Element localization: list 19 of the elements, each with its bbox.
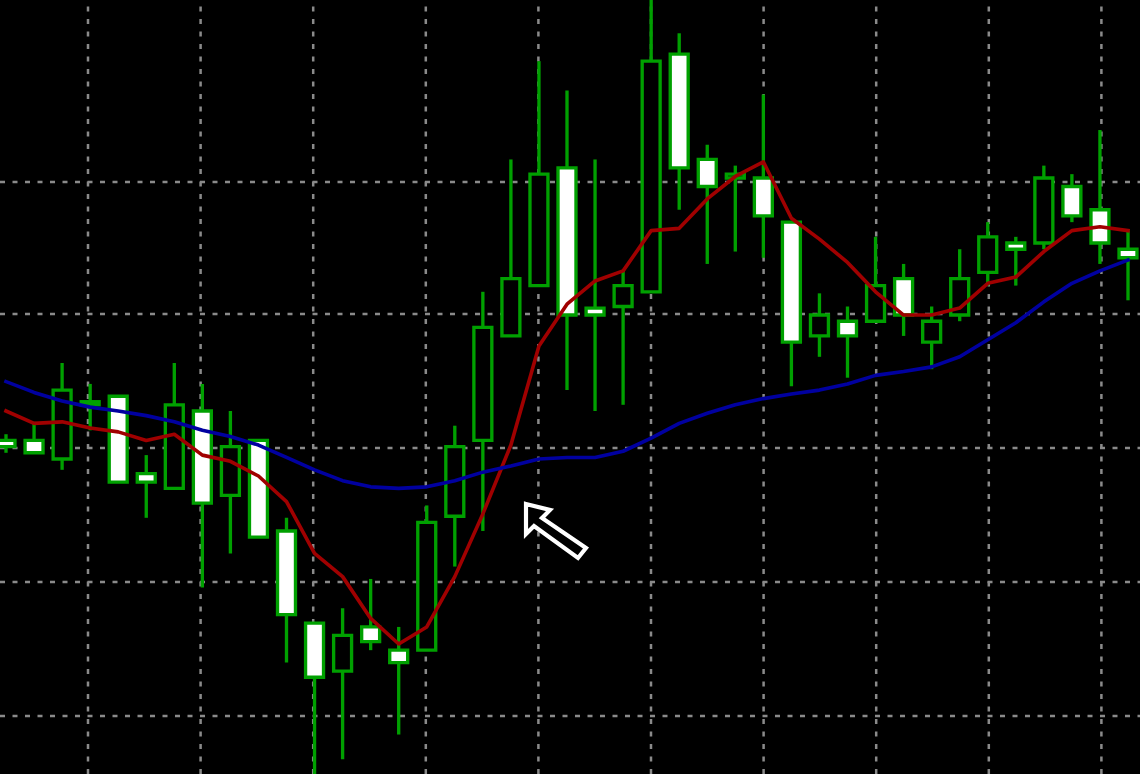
candlestick	[360, 577, 382, 652]
candlestick	[921, 304, 943, 371]
candlestick	[1005, 235, 1027, 288]
candlestick	[135, 453, 157, 520]
candlestick	[836, 304, 859, 380]
candlestick	[1089, 128, 1111, 266]
candlestick	[752, 92, 774, 260]
candlestick	[1117, 228, 1139, 302]
candlestick	[949, 247, 971, 323]
candlestick	[977, 220, 999, 288]
candlestick	[808, 291, 831, 359]
candlestick	[23, 420, 45, 455]
candlestick	[612, 269, 634, 407]
candlestick	[331, 606, 354, 761]
candlestick	[1061, 172, 1083, 224]
candlestick	[584, 157, 606, 413]
candlestick	[892, 262, 915, 338]
candlestick	[696, 143, 718, 266]
candlestick	[388, 625, 410, 737]
